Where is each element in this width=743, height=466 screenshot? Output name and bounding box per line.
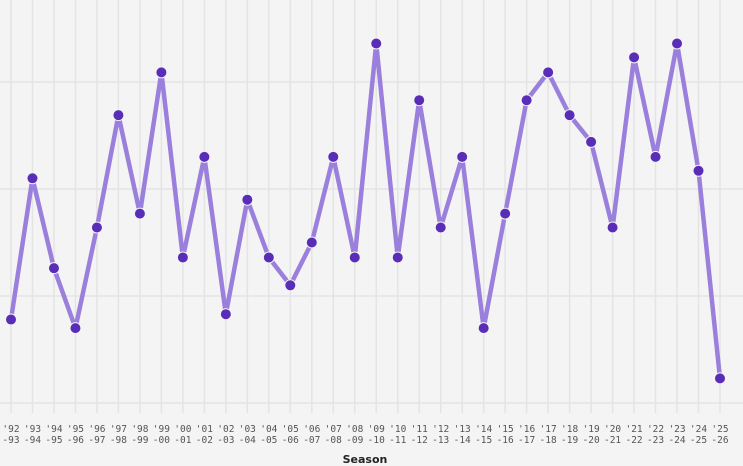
x-tick-label: '99 -00 <box>153 424 170 446</box>
data-point <box>391 251 404 264</box>
x-tick-label: '95 -96 <box>67 424 84 446</box>
x-tick-label: '17 -18 <box>540 424 557 446</box>
data-point <box>456 150 469 163</box>
data-point <box>413 94 426 107</box>
data-point <box>671 37 684 50</box>
data-point <box>5 313 17 326</box>
grid <box>0 0 743 413</box>
x-tick-label: '93 -94 <box>24 424 41 446</box>
x-tick-label: '98 -99 <box>131 424 148 446</box>
markers <box>5 37 726 385</box>
x-tick-label: '23 -24 <box>668 424 685 446</box>
data-point <box>520 94 533 107</box>
x-tick-label: '05 -06 <box>282 424 299 446</box>
x-tick-label: '92 -93 <box>2 424 19 446</box>
data-point <box>284 279 297 292</box>
x-tick-label: '94 -95 <box>45 424 62 446</box>
x-tick-label: '08 -09 <box>346 424 363 446</box>
x-tick-label: '00 -01 <box>174 424 191 446</box>
x-tick-label: '13 -14 <box>454 424 471 446</box>
x-tick-label: '12 -13 <box>432 424 449 446</box>
data-point <box>370 37 383 50</box>
x-tick-label: '22 -23 <box>647 424 664 446</box>
data-point <box>477 322 490 335</box>
x-tick-label: '06 -07 <box>303 424 320 446</box>
x-tick-label: '03 -04 <box>239 424 256 446</box>
x-tick-label: '07 -08 <box>325 424 342 446</box>
data-point <box>692 164 705 177</box>
data-point <box>69 322 82 335</box>
x-tick-label: '02 -03 <box>217 424 234 446</box>
data-point <box>241 193 254 206</box>
x-tick-label: '96 -97 <box>88 424 105 446</box>
x-tick-label: '20 -21 <box>604 424 621 446</box>
x-tick-label: '19 -20 <box>583 424 600 446</box>
data-point <box>305 236 318 249</box>
data-point <box>434 221 447 234</box>
data-point <box>112 109 125 122</box>
data-point <box>542 66 555 79</box>
x-tick-label: '24 -25 <box>690 424 707 446</box>
data-point <box>714 372 726 385</box>
data-point <box>198 150 211 163</box>
x-tick-label: '16 -17 <box>518 424 535 446</box>
data-point <box>90 221 103 234</box>
data-point <box>47 262 60 275</box>
data-point <box>155 66 168 79</box>
x-tick-label: '15 -16 <box>497 424 514 446</box>
x-tick-labels: '92 -93 '93 -94'94 -95 '95 -96'96 -97 '97 -98'98-… <box>2 424 728 446</box>
x-tick-label: '10 -11 <box>389 424 406 446</box>
data-point <box>606 221 619 234</box>
data-point <box>563 109 576 122</box>
data-point <box>262 251 275 264</box>
x-tick-label: '09 -10 <box>368 424 385 446</box>
data-point <box>219 308 232 321</box>
data-point <box>499 207 512 220</box>
x-tick-label: '14 -15 <box>475 424 492 446</box>
x-tick-label: '18 -19 <box>561 424 578 446</box>
x-tick-label: '25 -26 <box>711 424 728 446</box>
x-tick-label: '21 -22 <box>625 424 642 446</box>
x-tick-label: '97 -98 <box>110 424 127 446</box>
data-point <box>649 150 662 163</box>
x-tick-label: '01 -02 <box>196 424 213 446</box>
data-point <box>133 207 146 220</box>
x-tick-label: '04 -05 <box>260 424 277 446</box>
data-point <box>327 150 340 163</box>
x-tick-label: '11 -12 <box>411 424 428 446</box>
x-axis-title: Season <box>343 453 388 466</box>
data-point <box>26 172 39 185</box>
data-point <box>628 51 641 64</box>
data-point <box>585 135 598 148</box>
data-point <box>176 251 189 264</box>
series-line <box>8 41 723 381</box>
data-point <box>348 251 361 264</box>
